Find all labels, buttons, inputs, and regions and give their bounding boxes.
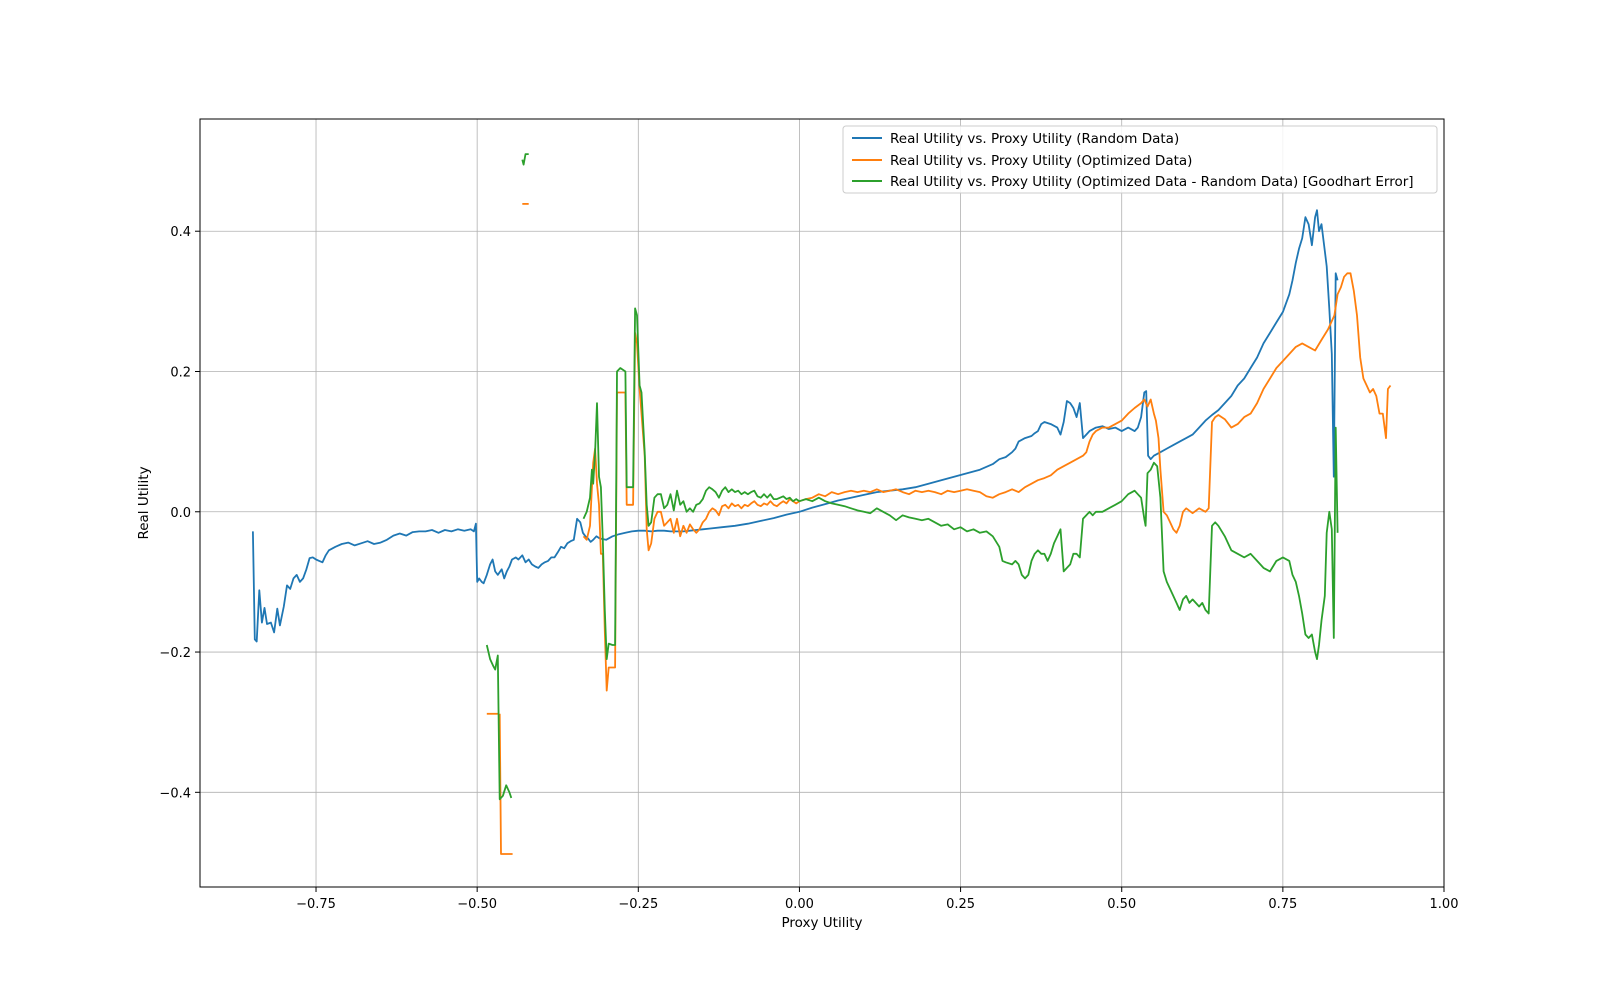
x-tick-label: 0.75 [1268, 897, 1297, 912]
plot-frame [199, 118, 1445, 888]
x-tick-label: −0.25 [618, 897, 658, 912]
legend-label-random: Real Utility vs. Proxy Utility (Random D… [890, 131, 1179, 147]
series-line-segment [485, 644, 513, 801]
y-axis: −0.4 −0.2 0.0 0.2 0.4 [159, 225, 200, 801]
series-line-segment [498, 713, 513, 855]
x-tick-label: 1.00 [1430, 897, 1459, 912]
series-line-segment [582, 307, 1339, 660]
series-line-segment [521, 153, 529, 166]
y-tick-label: 0.2 [170, 365, 191, 380]
legend-label-goodhart-error: Real Utility vs. Proxy Utility (Optimize… [890, 174, 1414, 190]
x-tick-label: 0.00 [785, 897, 814, 912]
y-tick-label: 0.0 [170, 506, 191, 521]
x-tick-label: 0.25 [946, 897, 975, 912]
legend-box [842, 125, 1438, 194]
x-tick-label: −0.75 [296, 897, 336, 912]
optimized-data-line [486, 202, 1392, 855]
x-axis: −0.75 −0.50 −0.25 0.00 0.25 0.50 0.75 1.00 [296, 887, 1458, 912]
y-tick-label: −0.4 [159, 786, 191, 801]
legend: Real Utility vs. Proxy Utility (Random D… [842, 125, 1438, 194]
series-line-segment [582, 272, 1392, 692]
x-axis-label: Proxy Utility [782, 915, 863, 931]
y-tick-label: 0.4 [170, 225, 191, 240]
y-tick-label: −0.2 [159, 646, 191, 661]
x-tick-label: −0.50 [457, 897, 497, 912]
series-layer [252, 153, 1392, 855]
legend-label-optimized: Real Utility vs. Proxy Utility (Optimize… [890, 153, 1192, 169]
y-axis-label: Real Utility [136, 466, 152, 539]
x-tick-label: 0.50 [1107, 897, 1136, 912]
goodhart-error-line [485, 153, 1339, 801]
